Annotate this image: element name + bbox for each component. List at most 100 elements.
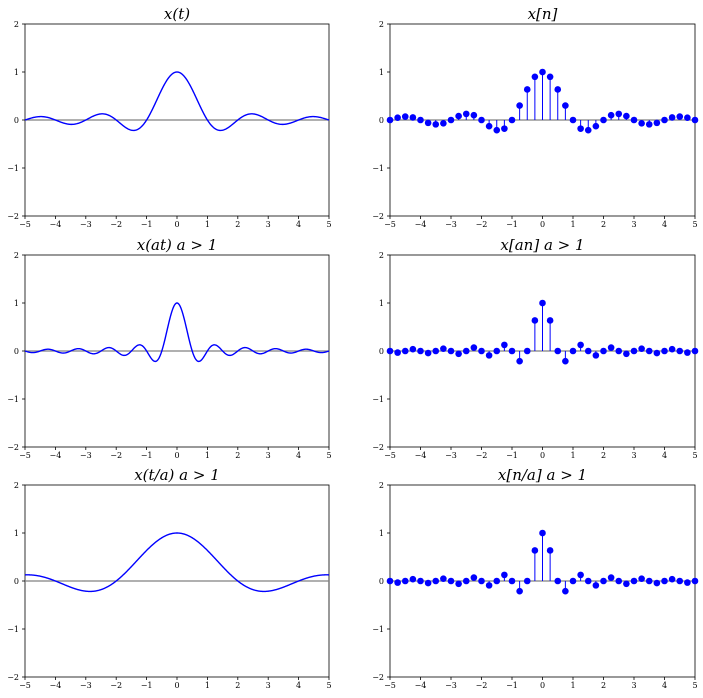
stem-marker	[386, 116, 394, 124]
y-tick-label: −2	[372, 443, 384, 452]
x-tick-label: −4	[415, 451, 427, 460]
y-tick-label: 2	[379, 481, 384, 490]
stem-marker	[516, 357, 523, 365]
stem-marker	[440, 575, 447, 582]
x-tick-label: −1	[141, 220, 153, 229]
stem-marker	[569, 347, 577, 355]
y-tick-label: −1	[7, 395, 19, 404]
subplot-title: x(t)	[164, 5, 190, 23]
x-tick-label: −5	[19, 220, 31, 229]
stem-marker	[584, 577, 592, 585]
x-tick-label: −2	[476, 220, 488, 229]
x-tick-label: −5	[384, 220, 396, 229]
stem-marker	[684, 114, 691, 122]
stem-marker	[554, 86, 562, 93]
x-tick-label: 2	[235, 220, 240, 229]
stem-marker	[523, 347, 531, 355]
stem-marker	[623, 350, 630, 358]
x-tick-label: 4	[296, 681, 301, 690]
stem-marker	[684, 349, 691, 356]
y-tick-label: 0	[379, 116, 384, 125]
stem-marker	[432, 577, 440, 585]
y-tick-label: 1	[379, 529, 384, 538]
subplot-3: x(at) a > 1 −5 −4 −3 −2 −1 0 1 2 3 4 5 −2 −1 0 1 2	[7, 236, 331, 460]
stem-marker	[501, 125, 508, 132]
stem-marker	[600, 577, 607, 585]
stem-marker	[600, 116, 607, 124]
stem-marker	[424, 579, 432, 587]
stem-marker	[417, 116, 424, 124]
x-tick-label: 1	[205, 681, 210, 690]
x-tick-label: 1	[570, 451, 575, 460]
stem-marker	[607, 574, 615, 581]
stem-marker	[394, 349, 401, 356]
stem-marker	[653, 119, 661, 127]
stem-marker	[447, 577, 455, 585]
stem-marker	[409, 345, 417, 353]
stem-marker	[493, 126, 501, 134]
stem-marker	[638, 345, 645, 352]
y-tick-label: 2	[379, 20, 384, 29]
stem-marker	[455, 112, 462, 120]
x-tick-label: −5	[19, 451, 31, 460]
x-tick-label: 3	[266, 220, 271, 229]
stem-marker	[668, 114, 676, 121]
stem-marker	[653, 579, 661, 587]
stem-marker	[668, 575, 676, 583]
stem-marker	[562, 102, 569, 109]
stem-marker	[531, 317, 539, 324]
y-tick-label: −2	[7, 212, 19, 221]
stem-marker	[539, 68, 546, 76]
y-tick-label: 2	[14, 20, 19, 29]
stem-marker	[508, 347, 516, 355]
stem-marker	[630, 347, 638, 355]
y-tick-label: −1	[372, 164, 384, 173]
x-tick-label: 4	[662, 451, 667, 460]
x-tick-label: 1	[205, 451, 210, 460]
stem-marker	[691, 347, 699, 355]
stem-marker	[569, 577, 577, 585]
stem-marker	[546, 73, 554, 81]
stem-marker	[485, 582, 493, 589]
stem-marker	[447, 347, 455, 355]
stem-marker	[409, 575, 417, 583]
stem-marker	[676, 113, 684, 120]
stem-marker	[562, 357, 569, 365]
stem-marker	[401, 577, 409, 585]
x-tick-label: −5	[384, 681, 396, 690]
stem-marker	[645, 121, 653, 128]
x-tick-label: 2	[601, 220, 606, 229]
stem-marker	[592, 122, 600, 130]
y-tick-label: −2	[7, 443, 19, 452]
stem-marker	[668, 345, 676, 353]
x-tick-label: 2	[235, 451, 240, 460]
x-tick-label: 3	[631, 681, 636, 690]
stem-marker	[600, 347, 607, 355]
stem-marker	[607, 111, 615, 119]
stem-marker	[424, 349, 432, 357]
y-tick-label: 0	[14, 347, 19, 356]
stem-marker	[569, 116, 577, 124]
x-tick-label: −1	[506, 220, 518, 229]
x-tick-label: 4	[296, 451, 301, 460]
stem-marker	[630, 116, 638, 124]
stem-marker	[455, 580, 462, 588]
stem-marker	[478, 347, 485, 355]
x-tick-label: 3	[266, 451, 271, 460]
x-tick-label: −1	[506, 681, 518, 690]
stem-marker	[623, 580, 630, 588]
stem-marker	[417, 347, 424, 355]
subplot-1: x(t) −5 −4 −3 −2 −1 0 1 2 3 4 5 −2 −1 0 1 2	[7, 5, 331, 229]
stem-marker	[554, 347, 562, 355]
stem-marker	[645, 577, 653, 585]
stem-marker	[409, 114, 417, 121]
x-tick-label: 3	[266, 681, 271, 690]
y-tick-label: 1	[379, 68, 384, 77]
subplot-title: x[n/a] a > 1	[498, 466, 587, 484]
stem-marker	[577, 571, 584, 579]
x-tick-label: 0	[540, 681, 545, 690]
stem-marker	[623, 112, 630, 120]
stem-marker	[661, 116, 668, 124]
y-tick-label: 0	[14, 116, 19, 125]
subplot-title: x(at) a > 1	[137, 236, 218, 254]
